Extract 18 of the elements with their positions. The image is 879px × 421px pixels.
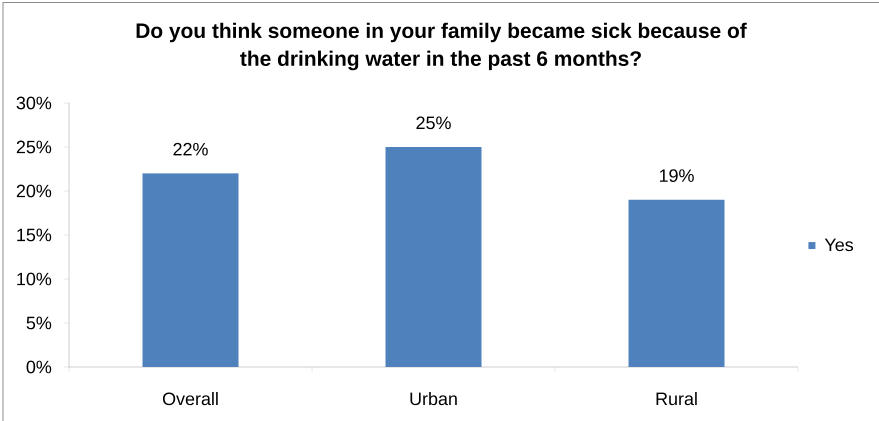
bar [142,173,239,367]
y-tick-label: 5% [26,316,52,330]
bar [628,200,725,367]
x-tick-label: Rural [656,392,697,406]
y-tick-label: 0% [26,360,52,374]
data-label: 25% [416,116,451,130]
legend-label: Yes [824,238,854,252]
x-tick-label: Urban [410,392,457,406]
y-tick-label: 30% [16,96,52,110]
y-tick-label: 15% [17,228,52,242]
y-tick-label: 10% [17,272,52,286]
y-tick-label: 25% [16,140,52,154]
y-tick-label: 20% [16,184,52,198]
x-tick-label: Overall [162,392,218,406]
chart-title: Do you think someone in your family became sick because of the drinking water in the past 6 months? [136,22,747,70]
data-label: 19% [660,169,694,182]
bar [386,147,482,367]
data-label: 22% [173,142,208,156]
